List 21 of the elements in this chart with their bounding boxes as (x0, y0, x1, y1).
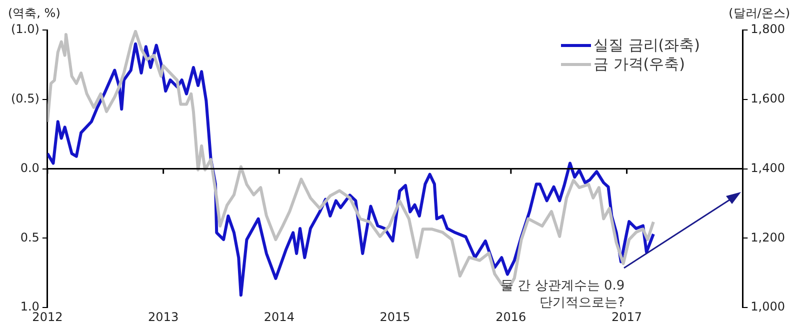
y2-tick-label: 1,800 (750, 22, 786, 36)
legend-label: 금 가격(우축) (594, 55, 685, 74)
y2-tick-label: 1,600 (750, 92, 786, 106)
y2-tick-label: 1,000 (750, 300, 786, 314)
x-tick-label: 2016 (496, 310, 526, 324)
y2-tick-label: 1,400 (750, 160, 786, 175)
y2-tick-label: 1,200 (750, 230, 786, 244)
y-tick-label: 0.5 (20, 230, 40, 244)
y-tick-label: (1.0) (10, 22, 40, 36)
x-tick-label: 2014 (264, 310, 294, 324)
x-tick-label: 2015 (380, 310, 410, 324)
x-tick-label: 2013 (148, 310, 179, 324)
x-tick-label: 2017 (612, 310, 642, 324)
y-tick-label: (0.5) (10, 92, 40, 106)
annotation: 단기적으로는? (540, 295, 625, 310)
annotation: 둘 간 상관계수는 0.9 (500, 278, 625, 294)
y-axis-title: (역축, %) (8, 6, 60, 20)
y2-axis-title: (달러/온스) (728, 6, 790, 20)
legend-label: 실질 금리(좌축) (594, 36, 700, 55)
x-tick-label: 2012 (32, 310, 63, 324)
y-tick-label: 0.0 (20, 160, 40, 175)
